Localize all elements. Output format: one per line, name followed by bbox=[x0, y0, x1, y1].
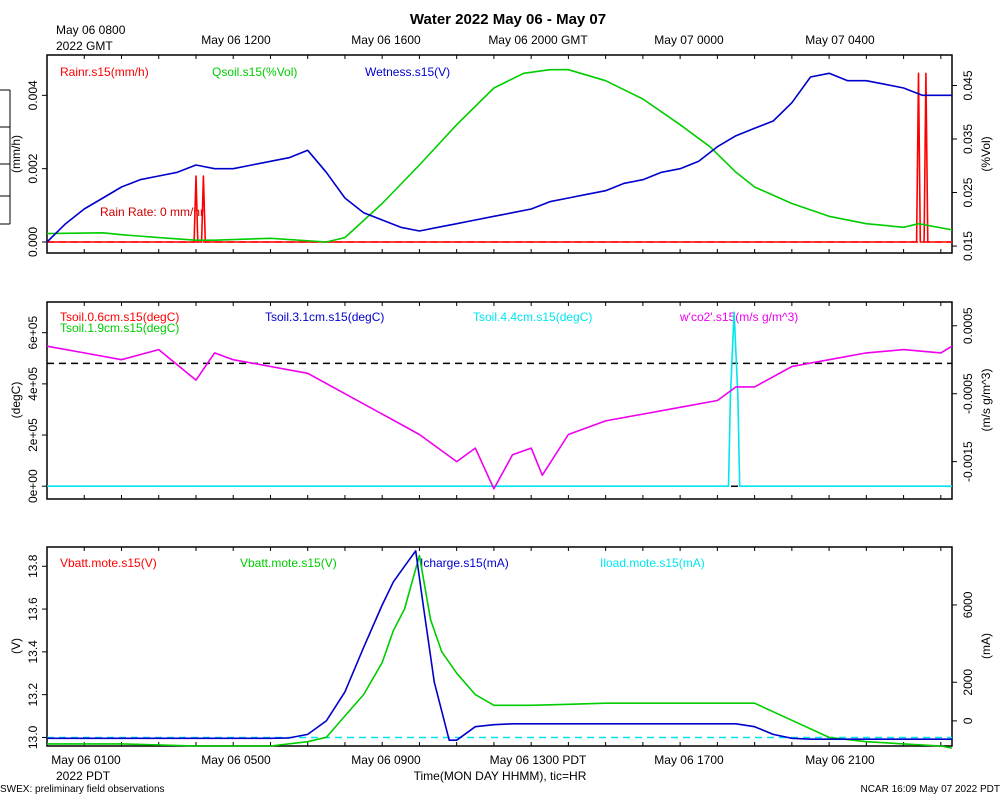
footer-right: NCAR 16:09 May 07 2022 PDT bbox=[860, 784, 1000, 795]
panel-middle-left-axis-title: (degC) bbox=[9, 382, 23, 419]
bottom-tick-label: May 06 1300 PDT bbox=[490, 753, 587, 767]
panel-top-left-axis-title: (mm/h) bbox=[9, 135, 23, 173]
left-axis-tick-label: 13.6 bbox=[26, 597, 40, 621]
left-axis-tick-label: 4e+05 bbox=[26, 367, 40, 401]
left-axis-tick-label: 13.8 bbox=[26, 554, 40, 578]
right-axis-tick-label: 0.045 bbox=[961, 70, 975, 100]
top-tick-label: May 06 1200 bbox=[201, 33, 271, 47]
legend-rainr: Rainr.s15(mm/h) bbox=[60, 65, 149, 79]
right-axis-tick-label: -0.0005 bbox=[961, 373, 975, 414]
panel-bottom-frame bbox=[46, 546, 953, 747]
legend-tsoil-4-4: Tsoil.4.4cm.s15(degC) bbox=[473, 310, 592, 324]
right-axis-tick-label: 0.0005 bbox=[961, 307, 975, 344]
legend-qsoil: Qsoil.s15(%Vol) bbox=[212, 65, 297, 79]
right-axis-tick-label: 0.015 bbox=[961, 231, 975, 261]
left-axis-tick-label: 0.002 bbox=[26, 153, 40, 183]
bottom-tick-label: May 06 1700 bbox=[654, 753, 724, 767]
left-axis-tick-label: 0.004 bbox=[26, 80, 40, 110]
legend-iload: Iload.mote.s15(mA) bbox=[600, 556, 705, 570]
right-axis-tick-label: -0.0015 bbox=[961, 441, 975, 482]
bottom-tick-label: May 06 0500 bbox=[201, 753, 271, 767]
bottom-tick-label: May 06 2100 bbox=[805, 753, 875, 767]
top-tick-label: May 06 1600 bbox=[351, 33, 421, 47]
left-axis-tick-label: 13.2 bbox=[26, 683, 40, 707]
left-axis-tick-label: 0e+00 bbox=[26, 469, 40, 503]
series-line-tsoil-4-4cm-s15-degc- bbox=[47, 311, 952, 488]
series-line-vbatt-mote-s15-v- bbox=[47, 554, 953, 749]
top-axis-origin-line1: May 06 0800 bbox=[56, 23, 126, 37]
panel-top-labels: Rainr.s15(mm/h) Qsoil.s15(%Vol) Wetness.… bbox=[60, 65, 450, 219]
legend-tsoil-3-1: Tsoil.3.1cm.s15(degC) bbox=[265, 310, 384, 324]
panel-middle-right-axis-title: (m/s g/m^3) bbox=[979, 369, 993, 432]
left-axis-tick-label: 6e+05 bbox=[26, 316, 40, 350]
legend-wco2: w'co2'.s15(m/s g/m^3) bbox=[679, 310, 798, 324]
top-tick-label: May 07 0000 bbox=[654, 33, 724, 47]
bottom-tick-label: May 06 0900 bbox=[351, 753, 421, 767]
legend-icharge: Icharge.s15(mA) bbox=[420, 556, 509, 570]
panel-middle-frame bbox=[46, 301, 953, 500]
legend-vbatt-green: Vbatt.mote.s15(V) bbox=[240, 556, 337, 570]
right-axis-tick-label: 0.035 bbox=[961, 124, 975, 154]
top-tick-label: May 07 0400 bbox=[805, 33, 875, 47]
footer-left: SWEX: preliminary field observations bbox=[0, 784, 165, 795]
left-axis-tick-label: 2e+05 bbox=[26, 418, 40, 452]
legend-tsoil-1-9: Tsoil.1.9cm.s15(degC) bbox=[60, 321, 179, 335]
panel-bottom-labels: Vbatt.mote.s15(V) Vbatt.mote.s15(V) Icha… bbox=[60, 556, 705, 570]
top-axis-origin-line2: 2022 GMT bbox=[56, 39, 113, 53]
series-line-rainr-s15-mm-h- bbox=[47, 72, 952, 243]
panel-top-frame bbox=[46, 54, 953, 254]
series-line-wetness-s15-v- bbox=[46, 72, 952, 243]
right-axis-tick-label: 6000 bbox=[961, 591, 975, 618]
left-axis-tick-label: 13.4 bbox=[26, 640, 40, 664]
left-axis-tick-label: 0.000 bbox=[26, 227, 40, 257]
figure-title: Water 2022 May 06 - May 07 bbox=[410, 11, 606, 28]
bottom-tick-label: May 06 0100 bbox=[51, 753, 121, 767]
panel-middle-labels: Tsoil.0.6cm.s15(degC) Tsoil.1.9cm.s15(de… bbox=[60, 310, 798, 335]
panel-bottom-left-axis-title: (V) bbox=[9, 638, 23, 654]
legend-vbatt-red: Vbatt.mote.s15(V) bbox=[60, 556, 157, 570]
panel-bottom-right-axis-title: (mA) bbox=[979, 633, 993, 659]
top-tick-label: May 06 2000 GMT bbox=[488, 33, 588, 47]
legend-tsoil-0-6: Tsoil.0.6cm.s15(degC) bbox=[60, 310, 179, 324]
chart-marks: May 06 1200 May 06 1600 May 06 2000 GMT May… bbox=[26, 33, 975, 767]
left-axis-tick-label: 13.0 bbox=[26, 725, 40, 749]
rain-rate-annotation: Rain Rate: 0 mm/hr bbox=[100, 205, 204, 219]
bottom-axis-origin: 2022 PDT bbox=[56, 769, 111, 783]
series-line-icharge-s15-ma- bbox=[47, 550, 952, 742]
panel-top-right-axis-title: (%Vol) bbox=[979, 136, 993, 171]
series-line-qsoil-s15-vol- bbox=[46, 68, 953, 243]
x-axis-label: Time(MON DAY HHMM), tic=HR bbox=[414, 769, 587, 783]
right-axis-tick-label: 0 bbox=[961, 717, 975, 724]
legend-box-stub bbox=[0, 89, 11, 225]
right-axis-tick-label: 2000 bbox=[961, 669, 975, 696]
series-line-w-co2-s15-m-s-g-m-3- bbox=[46, 345, 953, 490]
right-axis-tick-label: 0.025 bbox=[961, 177, 975, 207]
legend-wetness: Wetness.s15(V) bbox=[365, 65, 450, 79]
